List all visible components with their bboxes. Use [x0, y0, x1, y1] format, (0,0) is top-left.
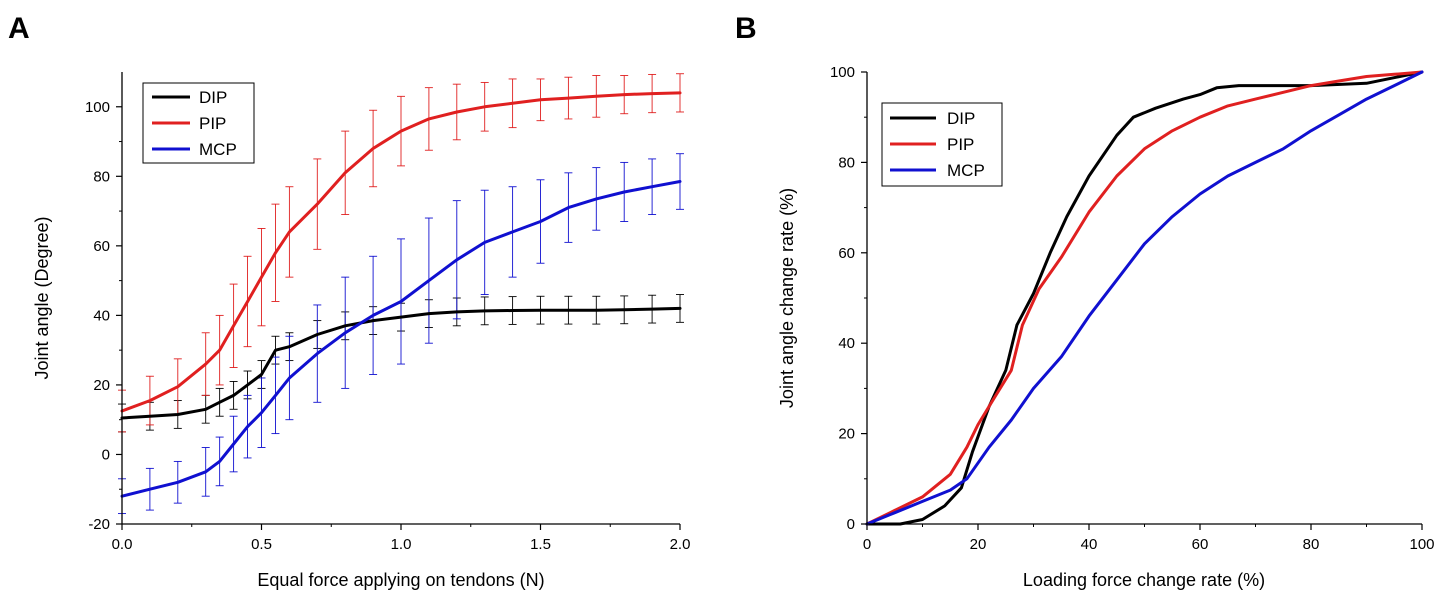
series-line-pip-a — [120, 91, 682, 413]
legend-label-mcp-b: MCP — [947, 161, 985, 180]
x-tick-label-b: 40 — [1081, 536, 1098, 553]
legend-label-mcp-a: MCP — [199, 140, 237, 159]
panel-label-a: A — [8, 12, 30, 45]
y-tick-label-b: 100 — [830, 64, 855, 81]
x-tick-label-b: 60 — [1192, 536, 1209, 553]
legend-label-dip-b: DIP — [947, 109, 975, 128]
legend-a: DIP PIP MCP — [142, 82, 255, 164]
series-line-pip-b — [865, 70, 1424, 526]
legend-label-pip-b: PIP — [947, 135, 974, 154]
legend-label-pip-a: PIP — [199, 114, 226, 133]
y-tick-label-b: 20 — [838, 426, 855, 443]
y-tick-label-b: 0 — [847, 516, 855, 533]
x-tick-label-b: 100 — [1409, 536, 1434, 553]
legend-label-dip-a: DIP — [199, 88, 227, 107]
y-tick-label-a: 40 — [93, 307, 110, 324]
y-tick-label-a: 100 — [85, 99, 110, 116]
x-tick-label-a: 0.0 — [112, 536, 133, 553]
x-axis-title-b: Loading force change rate (%) — [1023, 570, 1265, 590]
y-axis-title-b: Joint angle change rate (%) — [777, 188, 797, 408]
y-tick-label-a: 0 — [102, 446, 110, 463]
x-tick-label-b: 20 — [970, 536, 987, 553]
series-line-dip-b — [865, 70, 1424, 526]
x-tick-label-a: 2.0 — [670, 536, 691, 553]
y-tick-label-a: 60 — [93, 238, 110, 255]
series-line-mcp-b — [865, 70, 1424, 526]
y-axis-title-a: Joint angle (Degree) — [32, 216, 52, 379]
series-line-mcp-a — [120, 180, 682, 498]
legend-b: DIP PIP MCP — [881, 102, 1003, 187]
x-tick-label-b: 80 — [1303, 536, 1320, 553]
x-tick-label-a: 1.5 — [530, 536, 551, 553]
panel-label-b: B — [735, 12, 757, 45]
x-tick-label-b: 0 — [863, 536, 871, 553]
y-tick-label-b: 60 — [838, 245, 855, 262]
x-axis-title-a: Equal force applying on tendons (N) — [257, 570, 544, 590]
y-tick-label-a: 20 — [93, 377, 110, 394]
y-tick-label-a: 80 — [93, 168, 110, 185]
y-tick-label-b: 40 — [838, 335, 855, 352]
chart-b: 0 20 40 60 80 100 0 20 40 60 80 100 Loading force c… — [777, 64, 1435, 590]
chart-a: 0.0 0.5 1.0 1.5 2.0 -20 0 20 40 60 80 100 Equal for… — [32, 72, 690, 590]
x-tick-label-a: 0.5 — [251, 536, 272, 553]
x-tick-label-a: 1.0 — [391, 536, 412, 553]
y-tick-label-a: -20 — [88, 516, 110, 533]
y-tick-label-b: 80 — [838, 154, 855, 171]
